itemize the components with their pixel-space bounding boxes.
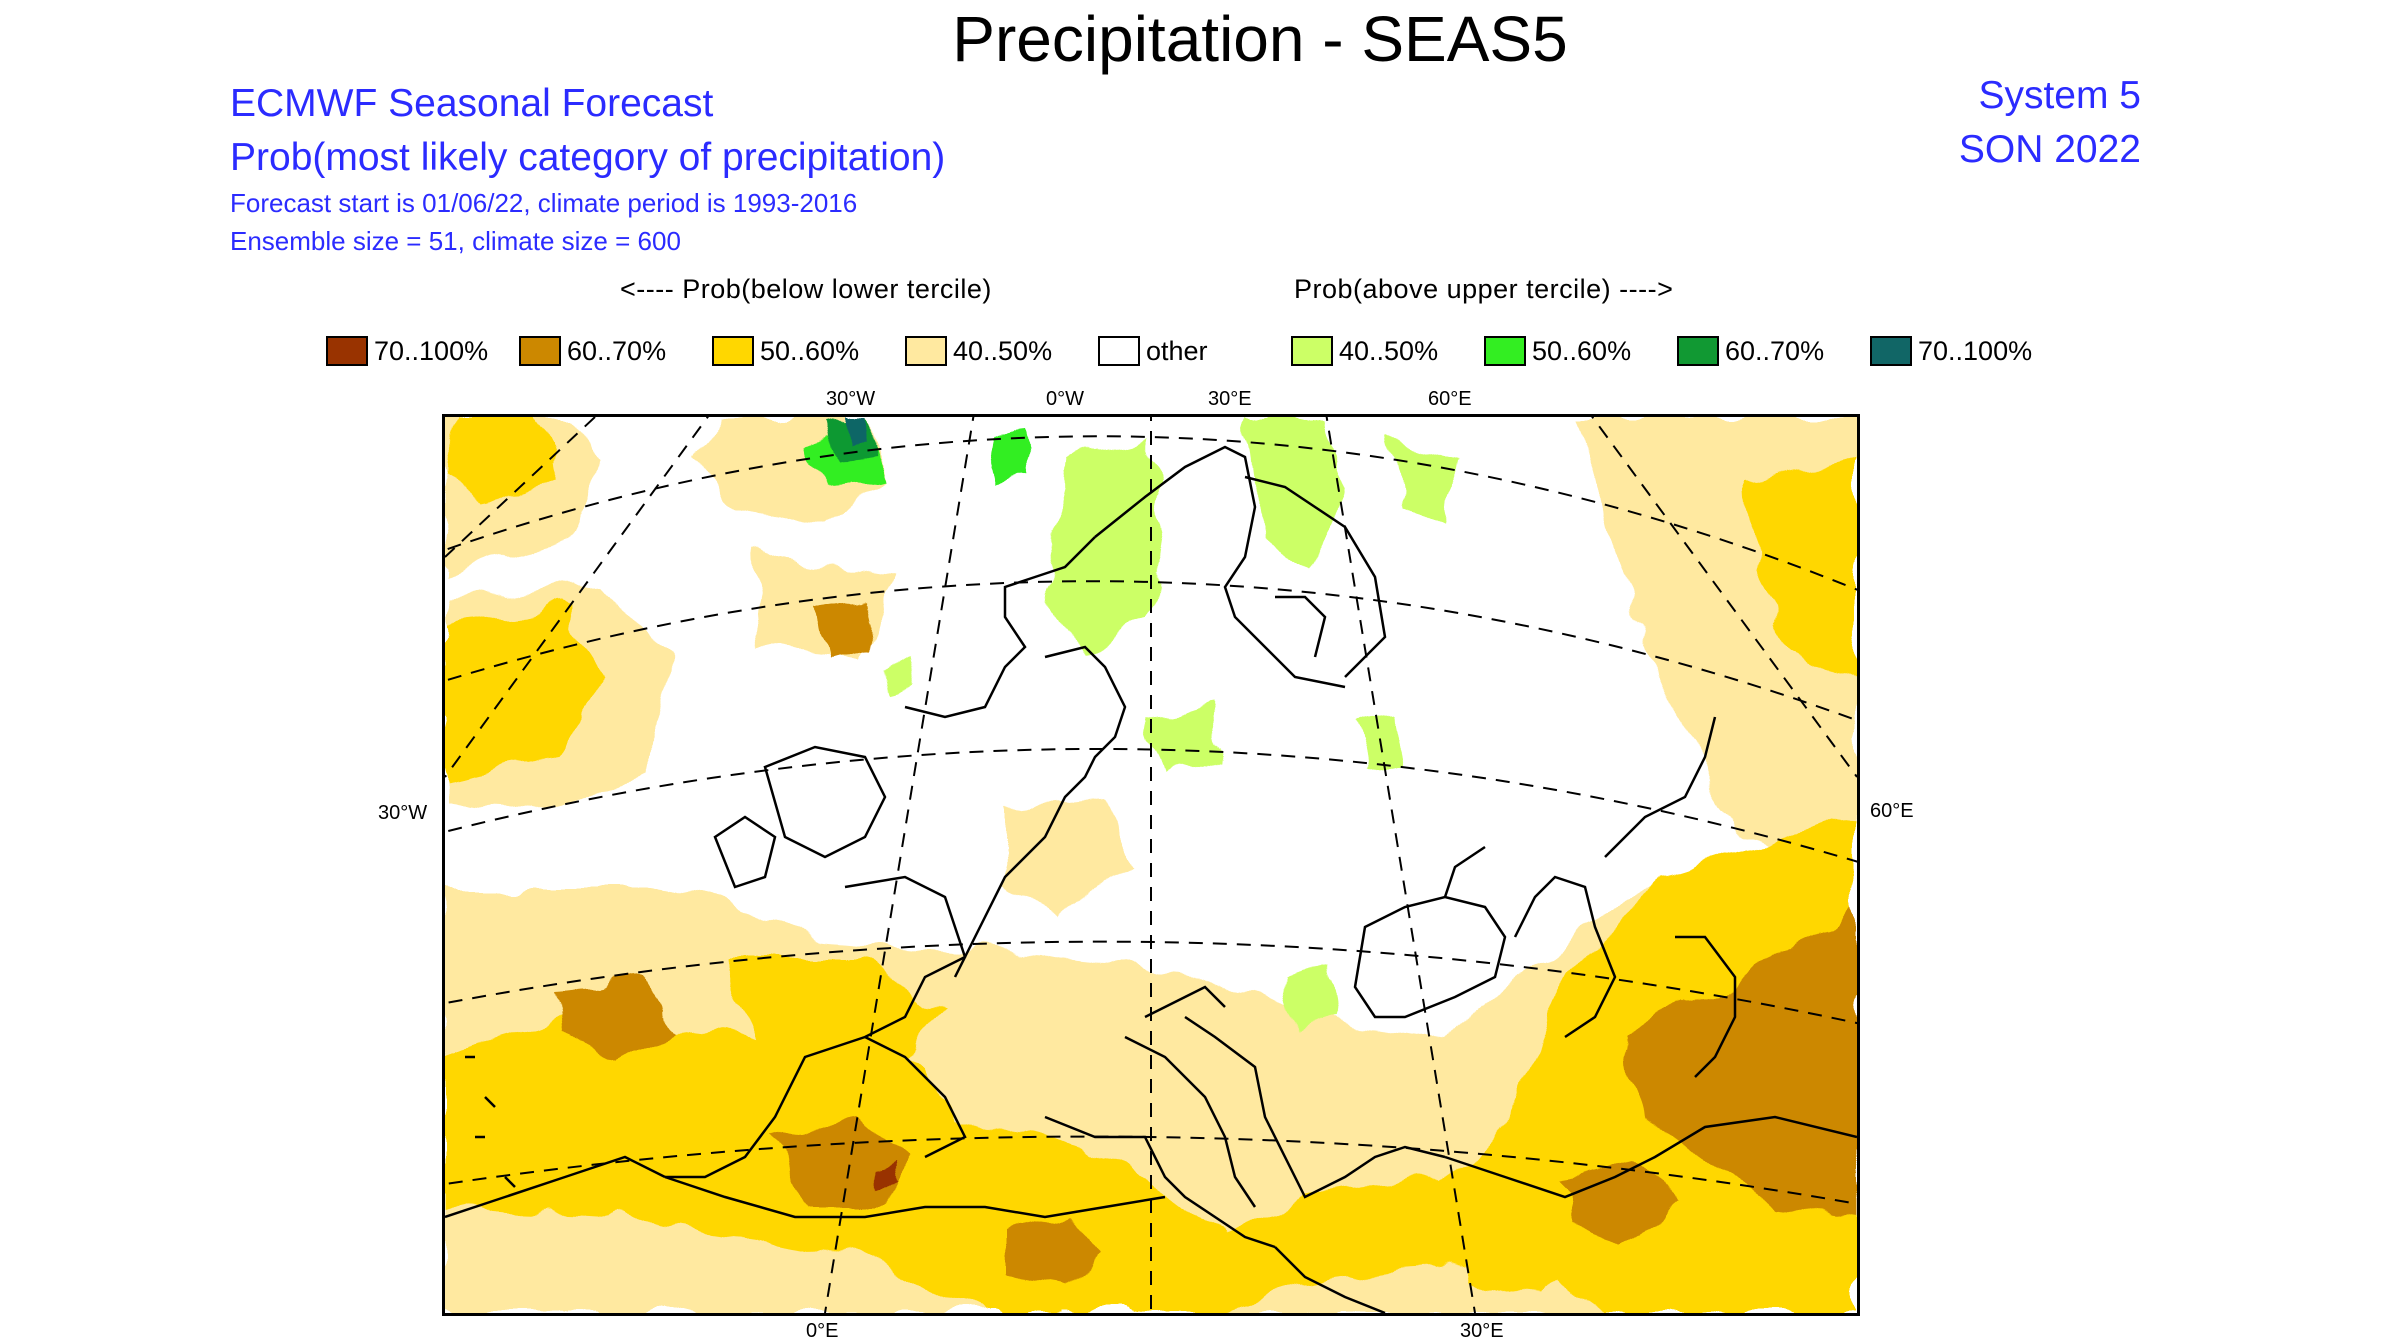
coastline <box>1244 475 1387 678</box>
region-60-70-below <box>1565 1157 1675 1247</box>
region-40-50-above <box>885 662 910 697</box>
forecast-source-title: ECMWF Seasonal Forecast <box>230 82 714 125</box>
ensemble-size-info: Ensemble size = 51, climate size = 600 <box>230 226 681 256</box>
coastline <box>1124 1035 1257 1208</box>
forecast-start-info: Forecast start is 01/06/22, climate peri… <box>230 188 858 218</box>
forecast-period-label: SON 2022 <box>1958 128 2141 171</box>
legend-swatch <box>1484 336 1526 366</box>
region-50-60-below <box>445 417 555 507</box>
coastline <box>904 536 1096 719</box>
coastline <box>445 1155 666 1219</box>
coastline <box>1094 445 1346 689</box>
legend-swatch <box>326 336 368 366</box>
top-tick-label: 0°W <box>1046 388 1084 410</box>
region-50-60-below <box>445 607 605 777</box>
meridian-line <box>1591 417 1857 778</box>
legend-swatch <box>519 336 561 366</box>
probability-shading <box>445 417 1857 1313</box>
bottom-tick-label: 0°E <box>806 1320 839 1342</box>
meridian-line <box>824 417 975 1313</box>
parallel-line <box>445 435 1857 591</box>
coastline <box>1275 595 1327 658</box>
region-50-60-above <box>985 432 1035 487</box>
region-40-50-above <box>1145 707 1225 777</box>
chart-title: Precipitation - SEAS5 <box>952 3 1568 75</box>
legend-label: 50..60% <box>760 336 860 366</box>
legend-label: 50..60% <box>1532 336 1632 366</box>
graticule <box>445 417 1857 1313</box>
coastline <box>664 1175 1166 1219</box>
coastline <box>1353 895 1507 1019</box>
region-40-50-above <box>1355 717 1405 777</box>
region-40-50-above <box>1285 967 1335 1027</box>
legend-swatch <box>905 336 947 366</box>
map-canvas <box>445 417 1857 1313</box>
coastline <box>1604 716 1717 858</box>
region-70-100-below <box>875 1162 900 1187</box>
legend-label: 60..70% <box>567 336 667 366</box>
meridian-line <box>445 417 709 778</box>
meridian-line <box>1325 417 1476 1313</box>
legend-below-tercile-label: <---- Prob(below lower tercile) <box>620 274 992 304</box>
legend-label: 70..100% <box>1918 336 2033 366</box>
system-label: System 5 <box>1978 74 2141 117</box>
top-tick-label: 30°W <box>826 388 876 410</box>
coastline <box>763 745 887 859</box>
precipitation-probability-map <box>442 414 1860 1316</box>
forecast-variable-subtitle: Prob(most likely category of precipitati… <box>230 136 946 179</box>
legend-swatch <box>712 336 754 366</box>
coastline <box>1675 935 1737 1078</box>
legend-swatch <box>1870 336 1912 366</box>
coastline <box>1044 1115 1276 1249</box>
coastline <box>844 875 967 978</box>
legend-above-tercile-label: Prob(above upper tercile) ----> <box>1294 274 1674 304</box>
coastline <box>465 1055 516 1188</box>
coastline <box>1443 845 1486 898</box>
legend-label: 40..50% <box>953 336 1053 366</box>
legend-label: other <box>1146 336 1208 366</box>
region-60-70-below <box>815 597 875 657</box>
legend-swatch <box>1291 336 1333 366</box>
region-50-60-below <box>725 957 945 1057</box>
top-tick-label: 30°E <box>1208 388 1252 410</box>
region-50-60-below <box>1465 1177 1595 1297</box>
legend-label: 60..70% <box>1725 336 1825 366</box>
coastline <box>665 955 966 1179</box>
region-40-50-above <box>1245 417 1345 567</box>
coastline <box>1184 1015 1446 1199</box>
region-40-50-below <box>1005 797 1135 917</box>
region-40-50-above <box>1395 437 1455 527</box>
legend-swatch <box>1098 336 1140 366</box>
coastline <box>864 1035 967 1159</box>
coastline <box>1144 985 1226 1019</box>
coastlines <box>445 445 1857 1313</box>
legend-swatch <box>1677 336 1719 366</box>
coastline <box>1274 1246 1386 1313</box>
left-tick-label: 30°W <box>378 802 428 824</box>
parallel-line <box>445 580 1857 722</box>
right-tick-label: 60°E <box>1870 800 1914 822</box>
legend-label: 70..100% <box>374 336 489 366</box>
coastline <box>713 815 777 889</box>
coastline <box>1513 875 1617 1039</box>
bottom-tick-label: 30°E <box>1460 1320 1504 1342</box>
legend-label: 40..50% <box>1339 336 1439 366</box>
meridian-line <box>445 417 596 558</box>
top-tick-label: 60°E <box>1428 388 1472 410</box>
coastline <box>963 645 1127 958</box>
region-40-50-above <box>1045 437 1165 657</box>
region-60-70-below <box>1005 1217 1105 1287</box>
region-60-70-below <box>555 977 675 1057</box>
region-70-100-above <box>845 417 865 439</box>
coastline <box>1444 1115 1857 1199</box>
